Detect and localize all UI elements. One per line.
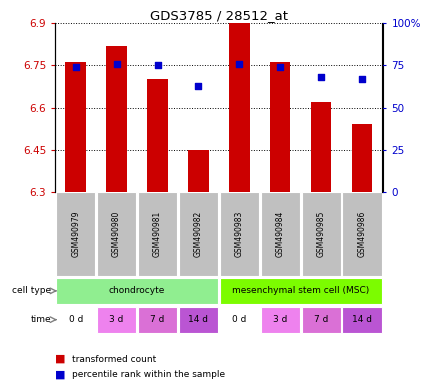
Text: 0 d: 0 d — [232, 315, 246, 324]
Bar — [56, 278, 218, 304]
Text: 14 d: 14 d — [352, 315, 372, 324]
Bar — [138, 192, 177, 276]
Text: 14 d: 14 d — [188, 315, 208, 324]
Bar — [343, 307, 382, 333]
Bar — [220, 192, 259, 276]
Bar — [97, 307, 136, 333]
Bar — [65, 63, 86, 192]
Bar — [188, 150, 209, 192]
Point — [318, 74, 325, 80]
Text: cell type: cell type — [12, 286, 51, 295]
Point — [236, 61, 243, 67]
Text: time: time — [30, 315, 51, 324]
Bar — [301, 192, 341, 276]
Bar — [56, 192, 95, 276]
Bar — [179, 192, 218, 276]
Text: GSM490986: GSM490986 — [357, 211, 366, 257]
Bar — [301, 307, 341, 333]
Text: chondrocyte: chondrocyte — [109, 286, 165, 295]
Bar — [97, 192, 136, 276]
Text: transformed count: transformed count — [72, 354, 156, 364]
Point — [195, 83, 202, 89]
Point — [359, 76, 366, 82]
Text: GSM490980: GSM490980 — [112, 211, 121, 257]
Text: ■: ■ — [55, 369, 66, 379]
Text: 7 d: 7 d — [150, 315, 165, 324]
Text: GSM490982: GSM490982 — [194, 211, 203, 257]
Text: 7 d: 7 d — [314, 315, 329, 324]
Bar — [311, 102, 332, 192]
Bar — [220, 278, 382, 304]
Text: GSM490984: GSM490984 — [276, 211, 285, 257]
Text: mesenchymal stem cell (MSC): mesenchymal stem cell (MSC) — [232, 286, 369, 295]
Text: ■: ■ — [55, 354, 66, 364]
Bar — [179, 307, 218, 333]
Point — [154, 62, 161, 68]
Text: GSM490981: GSM490981 — [153, 211, 162, 257]
Text: 3 d: 3 d — [273, 315, 287, 324]
Title: GDS3785 / 28512_at: GDS3785 / 28512_at — [150, 9, 288, 22]
Bar — [270, 63, 290, 192]
Bar — [261, 192, 300, 276]
Text: GSM490983: GSM490983 — [235, 211, 244, 257]
Text: 0 d: 0 d — [68, 315, 83, 324]
Point — [113, 61, 120, 67]
Text: GSM490979: GSM490979 — [71, 211, 80, 258]
Point — [72, 64, 79, 70]
Bar — [138, 307, 177, 333]
Bar — [106, 46, 127, 192]
Text: 3 d: 3 d — [109, 315, 124, 324]
Bar — [229, 23, 249, 192]
Bar — [56, 307, 95, 333]
Bar — [220, 307, 259, 333]
Point — [277, 64, 283, 70]
Bar — [352, 124, 372, 192]
Text: GSM490985: GSM490985 — [317, 211, 326, 257]
Bar — [343, 192, 382, 276]
Text: percentile rank within the sample: percentile rank within the sample — [72, 370, 225, 379]
Bar — [147, 79, 168, 192]
Bar — [261, 307, 300, 333]
